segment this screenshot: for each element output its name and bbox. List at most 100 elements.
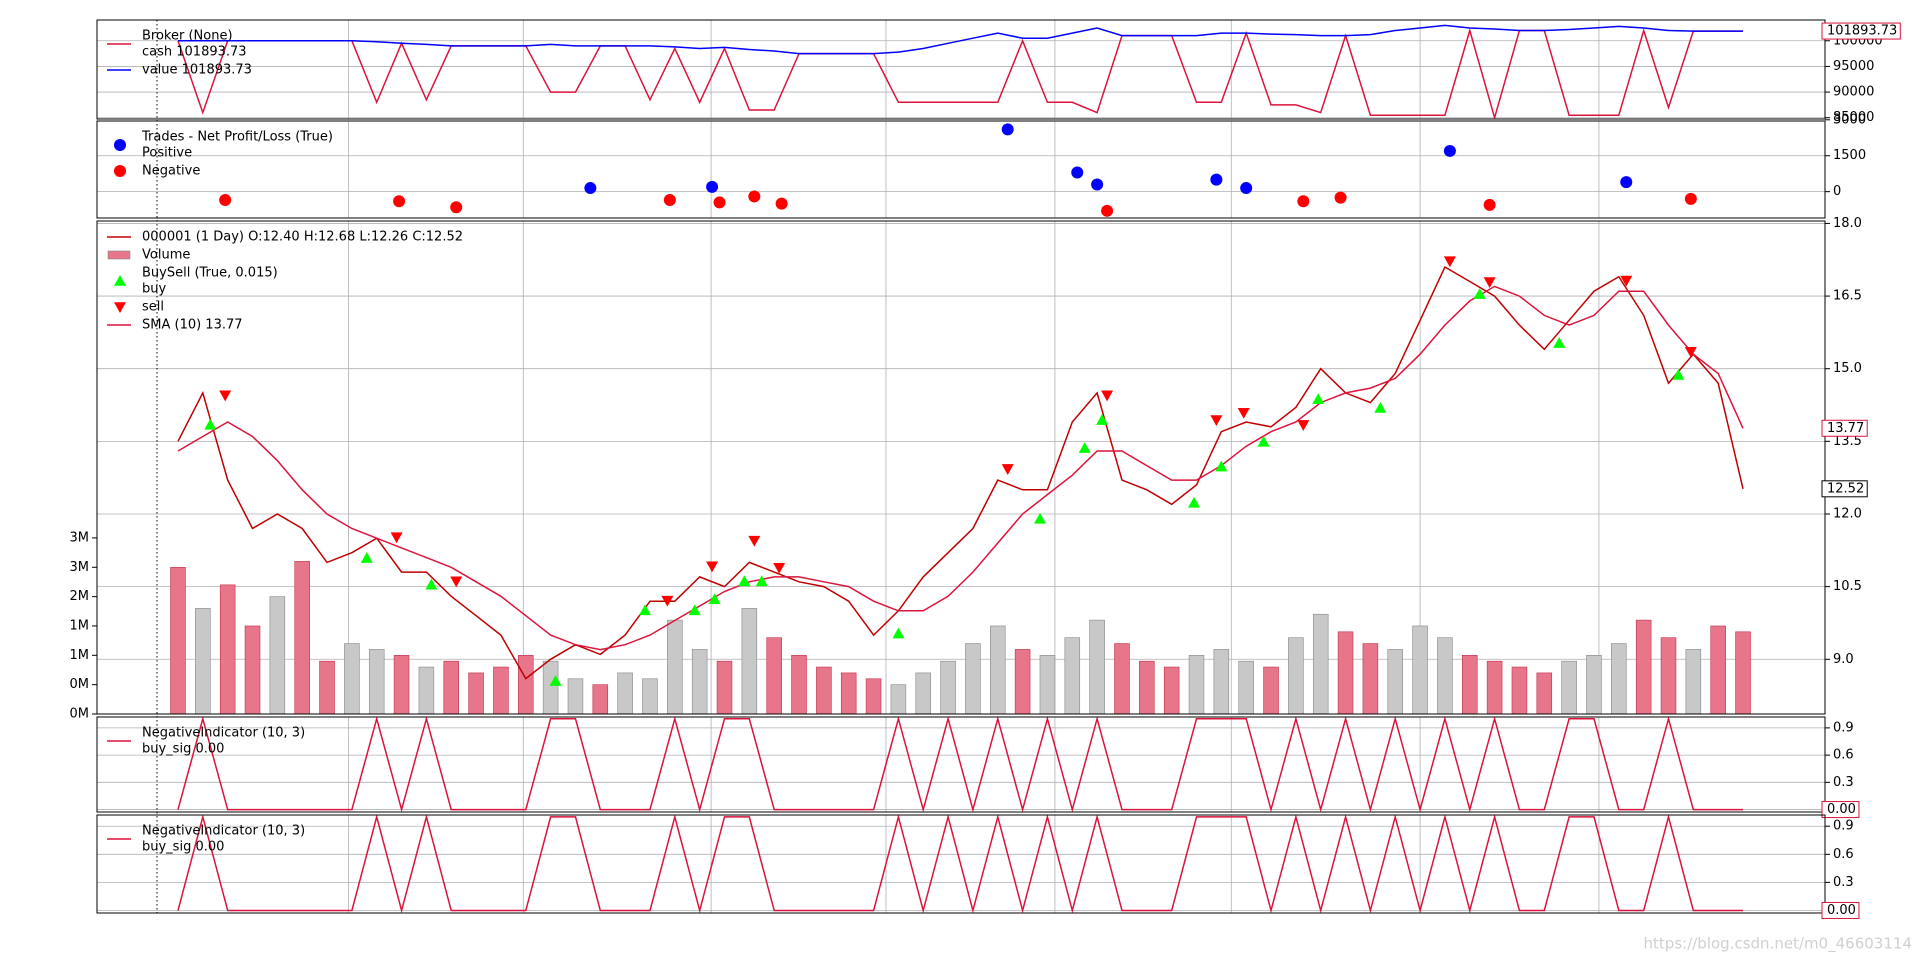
volume-bar	[1586, 655, 1602, 714]
legend-group: Trades - Net Profit/Loss (True)	[141, 130, 333, 145]
panel: 0 1500 3000 Trades - Net Profit/Loss (True)…	[96, 112, 1866, 219]
volume-bar	[1486, 660, 1503, 714]
series-line	[177, 265, 1744, 680]
volume-bar	[1337, 631, 1354, 714]
marker	[1483, 277, 1496, 289]
volume-bar	[1611, 643, 1627, 714]
marker	[1334, 191, 1347, 204]
y-tick-label: 95000	[1833, 59, 1874, 74]
y2-tick-label: 1M	[70, 648, 90, 663]
marker	[1684, 192, 1697, 205]
legend-label: buy_sig 0.00	[142, 840, 224, 855]
marker	[1188, 496, 1201, 508]
marker	[1620, 275, 1633, 287]
marker	[219, 194, 232, 207]
series-line	[178, 24, 1743, 55]
marker	[1033, 512, 1046, 524]
marker	[1210, 173, 1223, 186]
plot-area	[177, 717, 1743, 812]
y-tick-label: 13.5	[1833, 434, 1862, 449]
marker	[1312, 393, 1325, 405]
legend-label: buy_sig 0.00	[142, 742, 224, 757]
marker	[892, 627, 905, 639]
marker	[1297, 420, 1310, 431]
value-tag: 0.00	[1827, 802, 1856, 817]
volume-bar	[1263, 666, 1279, 714]
marker	[360, 552, 373, 563]
marker	[1078, 442, 1091, 453]
y2-tick-label: 1M	[70, 618, 90, 633]
volume-bar	[667, 619, 683, 714]
volume-bar	[1139, 660, 1155, 714]
volume-bar	[542, 660, 559, 714]
marker	[661, 595, 674, 607]
panel-frame	[96, 120, 1826, 219]
y2-tick-label: 3M	[70, 530, 90, 545]
volume-bar	[865, 678, 882, 714]
marker	[663, 194, 676, 207]
marker	[393, 195, 406, 208]
volume-bar	[990, 625, 1006, 714]
volume-bar	[493, 666, 509, 714]
marker	[1684, 346, 1697, 358]
volume-bar	[1437, 637, 1453, 714]
y2-tick-label: 2M	[70, 589, 90, 604]
marker	[584, 182, 597, 195]
marker	[450, 201, 463, 214]
marker	[1071, 166, 1084, 179]
legend-group: NegativeIndicator (10, 3)	[142, 726, 305, 741]
legend-label: Volume	[142, 248, 190, 263]
legend-label: value 101893.73	[142, 63, 252, 78]
y2-tick-label: 3M	[70, 560, 90, 575]
marker	[549, 675, 562, 686]
marker	[639, 604, 652, 616]
marker	[1237, 407, 1250, 419]
y-tick-label: 9.0	[1833, 652, 1854, 667]
marker	[1001, 464, 1014, 475]
marker	[1101, 390, 1114, 402]
volume-bar	[1412, 625, 1428, 714]
marker	[706, 561, 719, 573]
volume-bar	[840, 672, 857, 714]
volume-bar	[1014, 649, 1031, 714]
volume-bar	[1238, 660, 1254, 714]
value-tag: 12.52	[1827, 481, 1864, 496]
marker	[1297, 195, 1310, 208]
volume-bar	[791, 655, 807, 714]
volume-bar	[1039, 655, 1056, 714]
value-tag: 101893.73	[1827, 24, 1897, 39]
volume-bar	[269, 596, 286, 714]
marker	[1215, 460, 1228, 472]
y-tick-label: 12.0	[1833, 506, 1862, 521]
marker	[1483, 198, 1496, 211]
volume-bar	[443, 660, 459, 714]
volume-bar	[1387, 649, 1403, 714]
legend-label: Positive	[142, 146, 192, 161]
y-tick-label: 0.6	[1833, 748, 1854, 763]
legend-group: NegativeIndicator (10, 3)	[142, 824, 305, 839]
y-tick-label: 85000	[1833, 110, 1874, 125]
marker	[1257, 435, 1270, 447]
volume-bar	[1362, 643, 1379, 714]
series-line	[177, 815, 1743, 913]
value-tag-box	[1821, 801, 1860, 819]
y-tick-label: 0.6	[1833, 847, 1854, 862]
marker	[1473, 288, 1486, 299]
volume-bar	[1188, 655, 1205, 714]
panel-frame	[96, 220, 1826, 715]
y-tick-label: 15.0	[1833, 361, 1862, 376]
y-tick-label: 0.3	[1833, 875, 1854, 890]
volume-bar	[418, 666, 435, 714]
volume-bar	[1163, 666, 1180, 714]
marker	[1096, 414, 1109, 425]
volume-bar	[1685, 649, 1702, 714]
marker	[204, 418, 217, 430]
panel-frame	[96, 814, 1826, 914]
volume-bar	[915, 672, 931, 714]
volume-bar	[716, 660, 733, 714]
volume-bar	[741, 608, 758, 714]
y-tick-label: 90000	[1833, 85, 1874, 100]
